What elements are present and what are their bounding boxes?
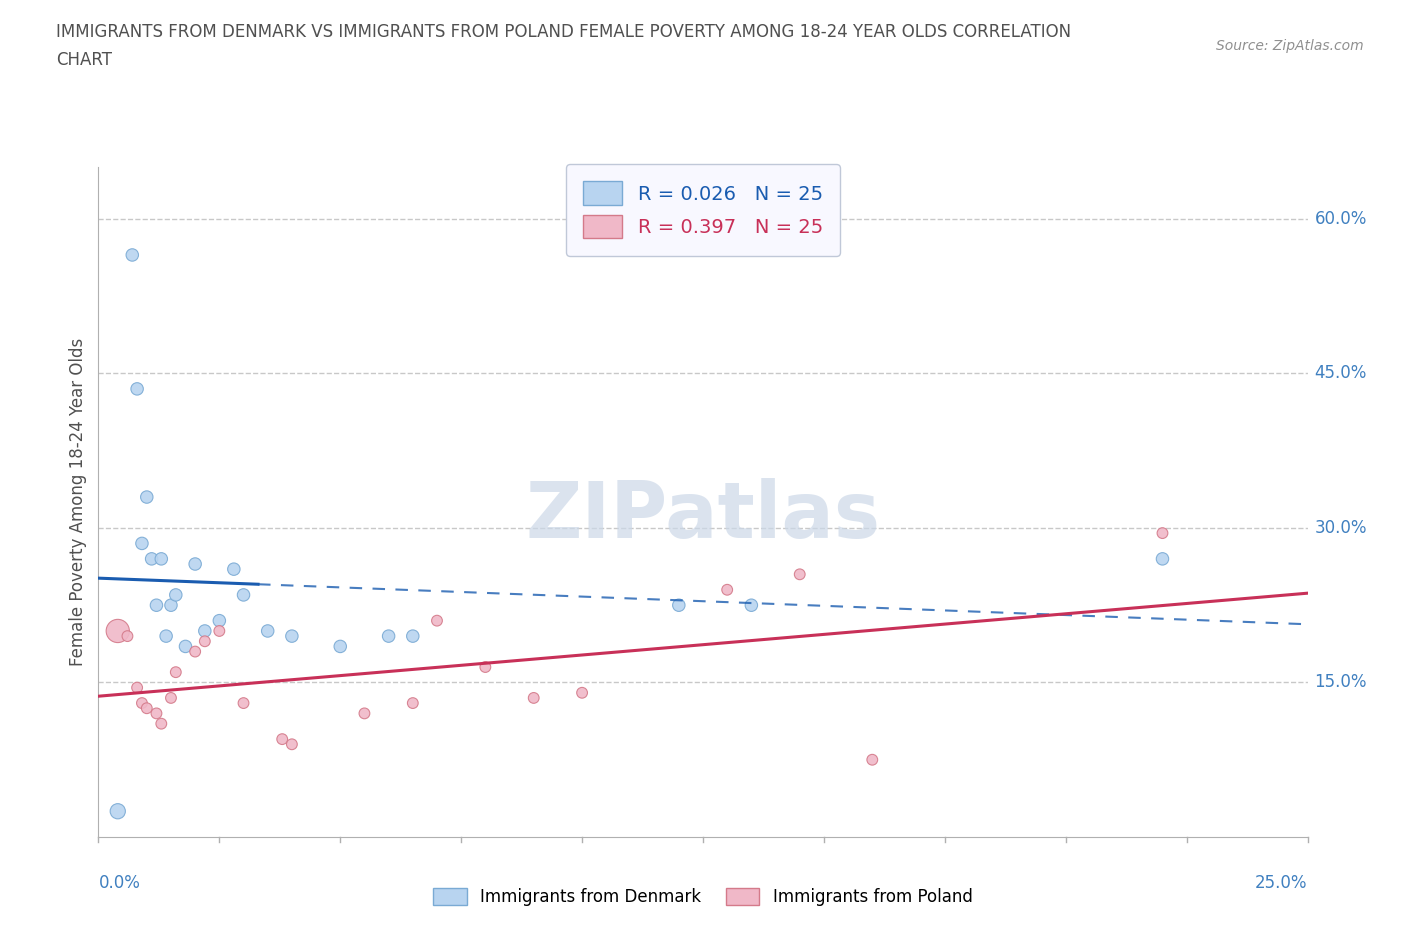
Text: Source: ZipAtlas.com: Source: ZipAtlas.com (1216, 39, 1364, 53)
Point (160, 690, 183, 705)
Text: 0.0%: 0.0% (98, 874, 141, 892)
Point (165, 665, 187, 680)
Text: 45.0%: 45.0% (1315, 365, 1367, 382)
Point (131, 696, 153, 711)
Point (208, 623, 231, 638)
Point (668, 598, 690, 613)
Point (860, 752, 883, 767)
Point (194, 634, 217, 649)
Point (160, 598, 183, 613)
Legend: R = 0.026   N = 25, R = 0.397   N = 25: R = 0.026 N = 25, R = 0.397 N = 25 (565, 164, 841, 256)
Point (107, 623, 129, 638)
Y-axis label: Female Poverty Among 18-24 Year Olds: Female Poverty Among 18-24 Year Olds (69, 339, 87, 666)
Point (145, 706, 167, 721)
Point (329, 639, 352, 654)
Point (150, 551, 173, 566)
Point (353, 706, 375, 721)
Point (281, 629, 304, 644)
Point (1152, 525, 1174, 540)
Text: ZIPatlas: ZIPatlas (526, 478, 880, 553)
Text: 25.0%: 25.0% (1256, 874, 1308, 892)
Point (194, 623, 217, 638)
Point (271, 732, 294, 747)
Point (135, 701, 157, 716)
Point (377, 629, 399, 644)
Text: 15.0%: 15.0% (1315, 673, 1367, 692)
Point (131, 536, 153, 551)
Point (135, 489, 157, 504)
Point (402, 629, 425, 644)
Point (474, 659, 496, 674)
Point (222, 562, 245, 577)
Point (127, 381, 149, 396)
Point (145, 598, 167, 613)
Point (716, 582, 738, 597)
Point (184, 644, 207, 659)
Text: IMMIGRANTS FROM DENMARK VS IMMIGRANTS FROM POLAND FEMALE POVERTY AMONG 18-24 YEA: IMMIGRANTS FROM DENMARK VS IMMIGRANTS FR… (56, 23, 1071, 41)
Text: 60.0%: 60.0% (1315, 210, 1367, 228)
Text: CHART: CHART (56, 51, 112, 69)
Point (571, 685, 593, 700)
Point (1152, 551, 1174, 566)
Point (184, 556, 207, 571)
Point (523, 690, 546, 705)
Point (121, 247, 143, 262)
Point (141, 551, 163, 566)
Point (402, 696, 425, 711)
Point (165, 588, 187, 603)
Point (155, 629, 177, 644)
Point (789, 567, 811, 582)
Point (426, 613, 449, 628)
Point (174, 639, 197, 654)
Point (740, 598, 762, 613)
Point (232, 696, 254, 711)
Point (107, 804, 129, 818)
Legend: Immigrants from Denmark, Immigrants from Poland: Immigrants from Denmark, Immigrants from… (426, 881, 980, 912)
Point (117, 629, 139, 644)
Point (127, 680, 149, 695)
Point (150, 716, 173, 731)
Point (208, 613, 231, 628)
Point (232, 588, 254, 603)
Point (256, 623, 278, 638)
Text: 30.0%: 30.0% (1315, 519, 1367, 537)
Point (281, 737, 304, 751)
